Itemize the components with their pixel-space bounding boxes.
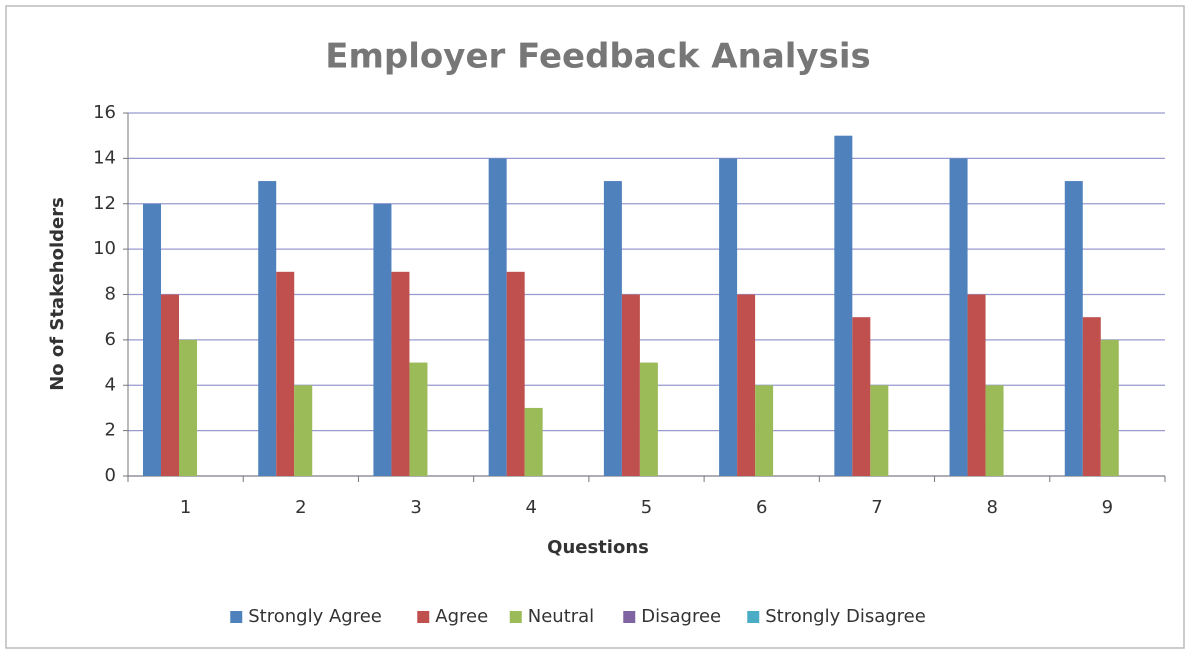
legend-label: Strongly Agree bbox=[248, 606, 382, 627]
bar bbox=[143, 203, 161, 476]
y-tick-label: 0 bbox=[105, 465, 116, 486]
y-tick-label: 12 bbox=[93, 193, 116, 214]
x-tick-label: 6 bbox=[756, 497, 767, 518]
x-axis-title: Questions bbox=[547, 537, 649, 558]
x-tick-label: 2 bbox=[295, 497, 306, 518]
bar bbox=[870, 385, 889, 476]
x-tick-label: 4 bbox=[526, 497, 537, 518]
bar bbox=[409, 362, 428, 476]
bar bbox=[852, 317, 871, 476]
bar bbox=[967, 294, 986, 476]
legend-swatch bbox=[230, 611, 243, 623]
x-tick-label: 3 bbox=[410, 497, 421, 518]
bar bbox=[1100, 339, 1119, 476]
bar bbox=[834, 135, 853, 476]
y-tick-label: 10 bbox=[93, 238, 116, 259]
bar bbox=[506, 271, 525, 476]
x-tick-label: 9 bbox=[1102, 497, 1113, 518]
legend-label: Strongly Disagree bbox=[765, 606, 926, 627]
bar bbox=[1082, 317, 1101, 476]
bar bbox=[639, 362, 658, 476]
bar bbox=[524, 407, 543, 476]
y-tick-label: 8 bbox=[105, 284, 116, 305]
bar bbox=[755, 385, 774, 476]
legend-swatch bbox=[623, 611, 636, 623]
bar bbox=[1064, 181, 1083, 476]
legend-label: Agree bbox=[435, 606, 488, 627]
y-tick-label: 16 bbox=[93, 102, 116, 123]
legend-label: Disagree bbox=[641, 606, 721, 627]
bar bbox=[488, 158, 507, 476]
x-tick-label: 1 bbox=[180, 497, 191, 518]
bar bbox=[719, 158, 738, 476]
y-tick-label: 6 bbox=[105, 329, 116, 350]
bar bbox=[179, 339, 197, 476]
y-tick-label: 2 bbox=[105, 420, 116, 441]
bar bbox=[276, 271, 295, 476]
bar bbox=[985, 385, 1004, 476]
bar bbox=[621, 294, 640, 476]
x-tick-label: 8 bbox=[986, 497, 997, 518]
y-tick-label: 4 bbox=[105, 374, 116, 395]
bar bbox=[391, 271, 410, 476]
bar bbox=[161, 294, 179, 476]
legend-swatch bbox=[417, 611, 430, 623]
legend-swatch bbox=[747, 611, 760, 623]
legend-swatch bbox=[509, 611, 522, 623]
y-axis-title: No of Stakeholders bbox=[47, 197, 68, 391]
bar bbox=[949, 158, 968, 476]
legend-label: Neutral bbox=[528, 606, 594, 627]
bar bbox=[258, 181, 277, 476]
bar bbox=[603, 181, 622, 476]
x-tick-label: 5 bbox=[641, 497, 652, 518]
bar bbox=[373, 203, 392, 476]
y-tick-label: 14 bbox=[93, 147, 116, 168]
x-tick-label: 7 bbox=[871, 497, 882, 518]
bar bbox=[737, 294, 756, 476]
bar bbox=[294, 385, 313, 476]
chart-title: Employer Feedback Analysis bbox=[325, 37, 870, 77]
